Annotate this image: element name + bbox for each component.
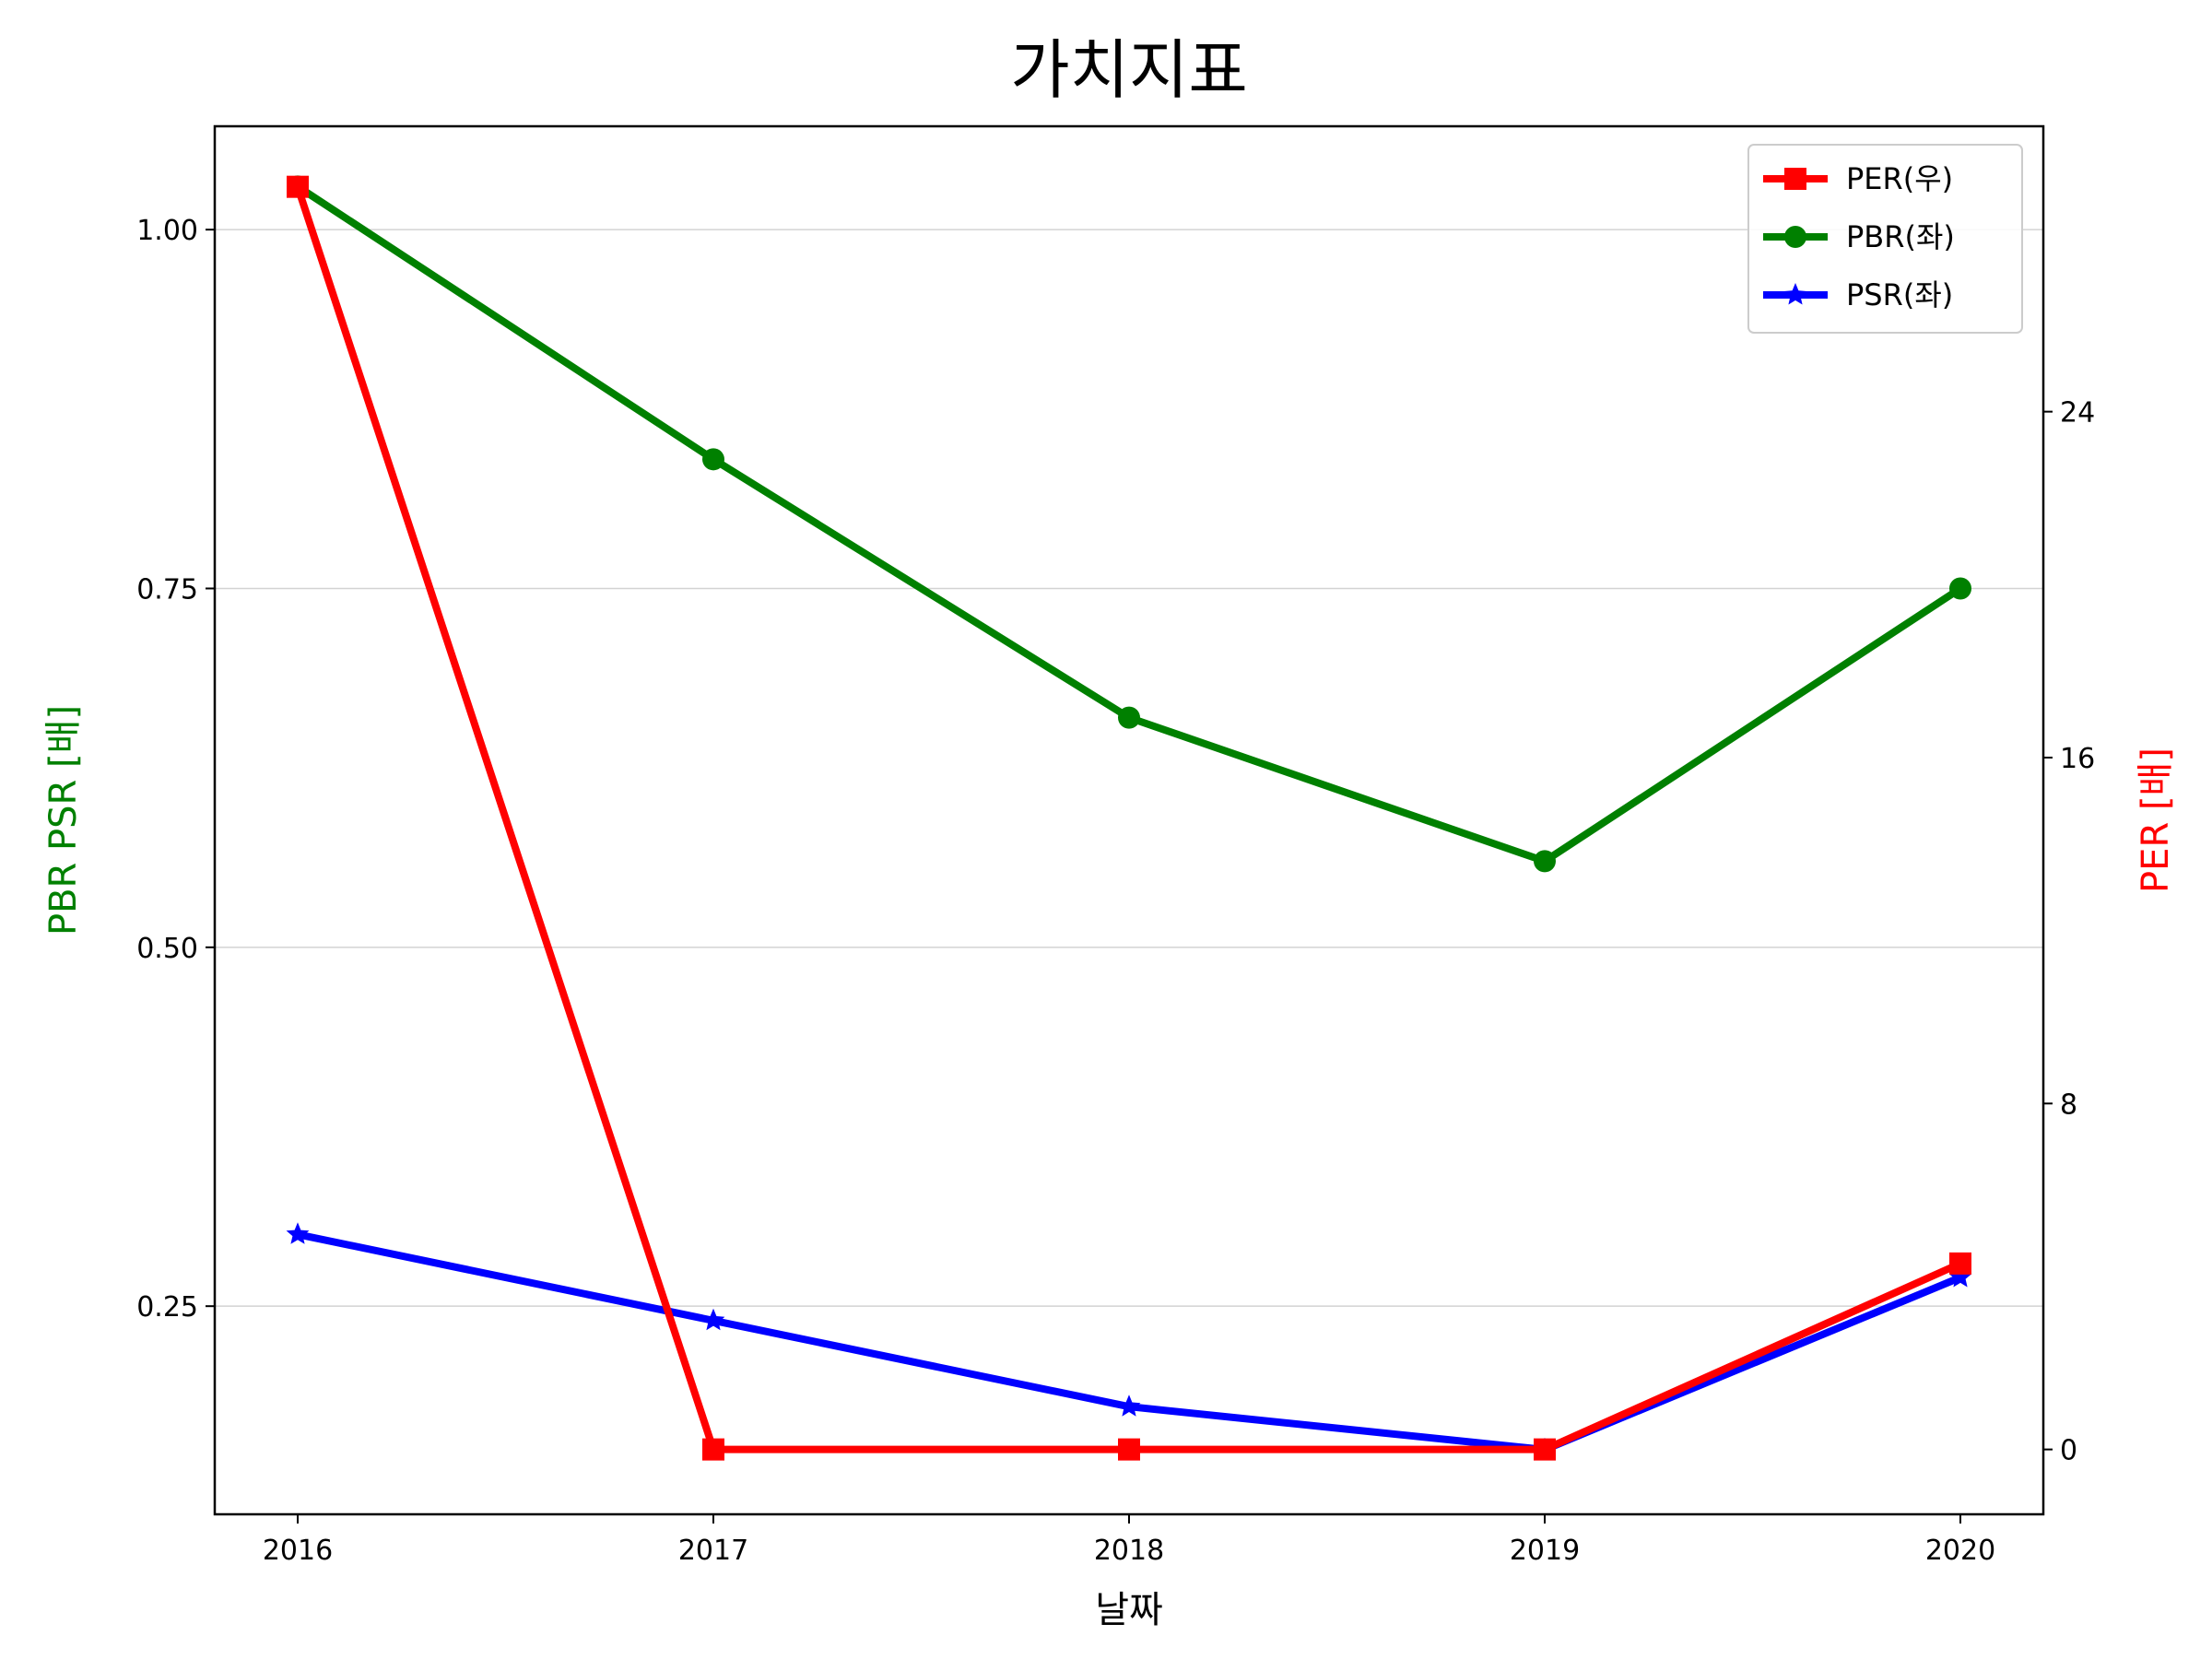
data-point xyxy=(702,1438,724,1461)
legend: PER(우) PBR(좌) PSR(좌) xyxy=(1747,144,2023,334)
series-line xyxy=(294,1230,1964,1453)
chart-title: 가치지표 xyxy=(1010,32,1248,108)
data-point xyxy=(1949,577,1971,600)
x-axis: 2016 2017 2018 2019 2020 xyxy=(263,1514,1995,1567)
y-right-tick-label: 24 xyxy=(2060,397,2095,429)
series-PER(우) xyxy=(287,175,1971,1461)
legend-label: PER(우) xyxy=(1846,161,1953,196)
data-point xyxy=(1118,706,1140,729)
data-point xyxy=(702,448,724,471)
data-point xyxy=(286,1222,310,1244)
x-tick-label: 2017 xyxy=(678,1535,748,1567)
series-PSR(좌) xyxy=(286,1222,1972,1460)
legend-item: PER(우) xyxy=(1763,161,1953,196)
grid xyxy=(215,229,2043,1307)
legend-marker xyxy=(1783,283,1807,305)
legend-item: PSR(좌) xyxy=(1763,277,1953,312)
legend-label: PSR(좌) xyxy=(1846,277,1953,312)
series-line xyxy=(294,182,1964,865)
data-point xyxy=(1118,1438,1140,1461)
legend-marker xyxy=(1784,226,1806,248)
x-tick-label: 2018 xyxy=(1094,1535,1164,1567)
y-axis-left-label: PBR PSR [배] xyxy=(42,705,85,935)
x-tick-label: 2020 xyxy=(1925,1535,1995,1567)
series-line xyxy=(294,182,1964,1453)
y-left-tick-label: 0.25 xyxy=(136,1291,198,1324)
y-right-tick-label: 0 xyxy=(2060,1435,2077,1467)
x-axis-label: 날짜 xyxy=(1095,1589,1163,1631)
y-right-tick-label: 16 xyxy=(2060,743,2095,775)
y-axis-right-label: PER [배] xyxy=(2135,747,2177,893)
data-point xyxy=(1534,1438,1556,1461)
data-point xyxy=(1949,1252,1971,1275)
data-point xyxy=(287,175,309,198)
legend-box xyxy=(1747,144,2023,334)
legend-item: PBR(좌) xyxy=(1763,219,1955,254)
data-point xyxy=(1117,1394,1141,1417)
series-layer xyxy=(286,175,1972,1461)
legend-label: PBR(좌) xyxy=(1846,219,1955,254)
data-point xyxy=(1948,1265,1972,1288)
y-left-tick-label: 0.50 xyxy=(136,933,198,965)
series-PBR(좌) xyxy=(287,175,1971,873)
data-point xyxy=(701,1308,725,1331)
y-right-tick-label: 8 xyxy=(2060,1088,2077,1121)
x-tick-label: 2016 xyxy=(263,1535,333,1567)
legend-marker xyxy=(1784,168,1806,190)
y-axis-left: 0.25 0.50 0.75 1.00 xyxy=(136,215,215,1324)
y-left-tick-label: 1.00 xyxy=(136,215,198,247)
y-axis-right: 0 8 16 24 xyxy=(2043,397,2095,1467)
x-tick-label: 2019 xyxy=(1510,1535,1580,1567)
data-point xyxy=(1534,850,1556,873)
y-left-tick-label: 0.75 xyxy=(136,573,198,606)
